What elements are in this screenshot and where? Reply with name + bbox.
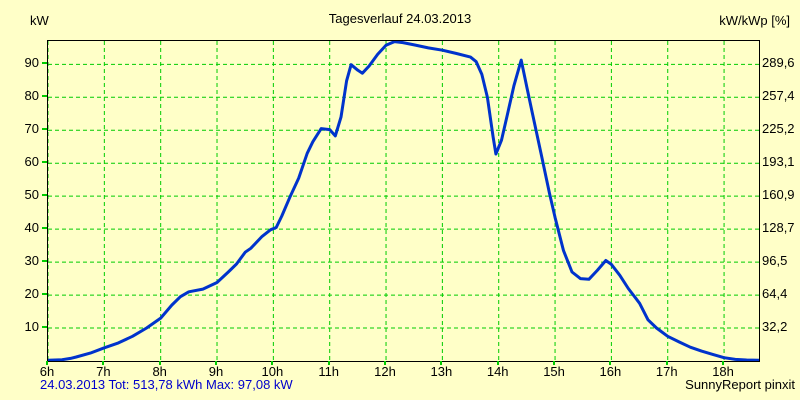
y-axis-right-tick-label: 160,9 (762, 187, 795, 203)
x-axis-tick-label: 16h (599, 364, 622, 379)
y-axis-tick-mark (42, 326, 47, 329)
y-axis-right-tick-label: 32,2 (762, 319, 788, 335)
y-axis-tick-mark (42, 194, 47, 197)
footer-brand-text: SunnyReport pinxit (685, 377, 795, 392)
x-axis-tick-mark (609, 361, 612, 365)
x-axis-tick-mark (384, 361, 387, 365)
daily-power-line-chart (48, 41, 759, 361)
footer-summary-text: 24.03.2013 Tot: 513,78 kWh Max: 97,08 kW (40, 377, 293, 392)
power-curve (48, 41, 759, 361)
x-axis-tick-label: 18h (712, 364, 734, 379)
x-axis-tick-mark (327, 361, 330, 365)
x-axis-tick-mark (271, 361, 274, 365)
y-axis-left-tick-label: 20 (24, 286, 39, 302)
y-axis-tick-mark (42, 128, 47, 131)
y-axis-tick-mark (42, 95, 47, 98)
left-axis-unit-label: kW (30, 13, 49, 28)
y-axis-right-tick-label: 64,4 (762, 286, 788, 302)
right-axis-unit-label: kW/kWp [%] (719, 13, 790, 28)
x-axis-tick-label: 10h (261, 364, 284, 379)
y-axis-tick-mark (42, 227, 47, 230)
y-axis-tick-mark (42, 62, 47, 65)
x-axis-tick-mark (215, 361, 218, 365)
x-axis-tick-label: 6h (39, 364, 55, 379)
y-axis-left-tick-label: 50 (24, 187, 39, 203)
y-axis-right-tick-label: 289,6 (762, 55, 795, 71)
x-axis-tick-mark (102, 361, 105, 365)
x-axis-tick-mark (553, 361, 556, 365)
y-axis-left-tick-label: 30 (24, 253, 39, 269)
y-axis-left-tick-label: 80 (24, 88, 39, 104)
x-axis-tick-label: 14h (486, 364, 509, 379)
y-axis-left-tick-label: 10 (24, 319, 39, 335)
x-axis-tick-label: 15h (543, 364, 565, 379)
y-axis-right-tick-label: 128,7 (762, 220, 795, 236)
x-axis-tick-mark (158, 361, 161, 365)
y-axis-left-tick-label: 70 (24, 121, 39, 137)
x-axis-tick-mark (722, 361, 725, 365)
chart-title: Tagesverlauf 24.03.2013 (328, 11, 472, 26)
plot-area (47, 40, 760, 362)
x-axis-tick-mark (665, 361, 668, 365)
x-axis-tick-label: 17h (655, 364, 678, 379)
x-axis-tick-label: 9h (208, 364, 224, 379)
x-axis-tick-label: 8h (152, 364, 167, 379)
y-axis-left-tick-label: 60 (24, 154, 39, 170)
y-axis-tick-mark (42, 293, 47, 296)
x-axis-tick-mark (496, 361, 499, 365)
x-axis-tick-mark (46, 361, 48, 365)
x-axis-tick-label: 13h (430, 364, 453, 379)
x-axis-tick-mark (440, 361, 443, 365)
y-axis-tick-mark (42, 161, 47, 164)
y-axis-left-tick-label: 90 (24, 55, 39, 71)
y-axis-right-tick-label: 96,5 (762, 253, 788, 269)
y-axis-right-tick-label: 257,4 (762, 88, 795, 104)
y-axis-left-tick-label: 40 (24, 220, 39, 236)
y-axis-tick-mark (42, 260, 47, 263)
x-axis-tick-label: 12h (374, 364, 396, 379)
y-axis-right-tick-label: 225,2 (762, 121, 795, 137)
x-axis-tick-label: 11h (318, 364, 340, 379)
x-axis-tick-label: 7h (96, 364, 111, 379)
y-axis-right-tick-label: 193,1 (762, 154, 795, 170)
